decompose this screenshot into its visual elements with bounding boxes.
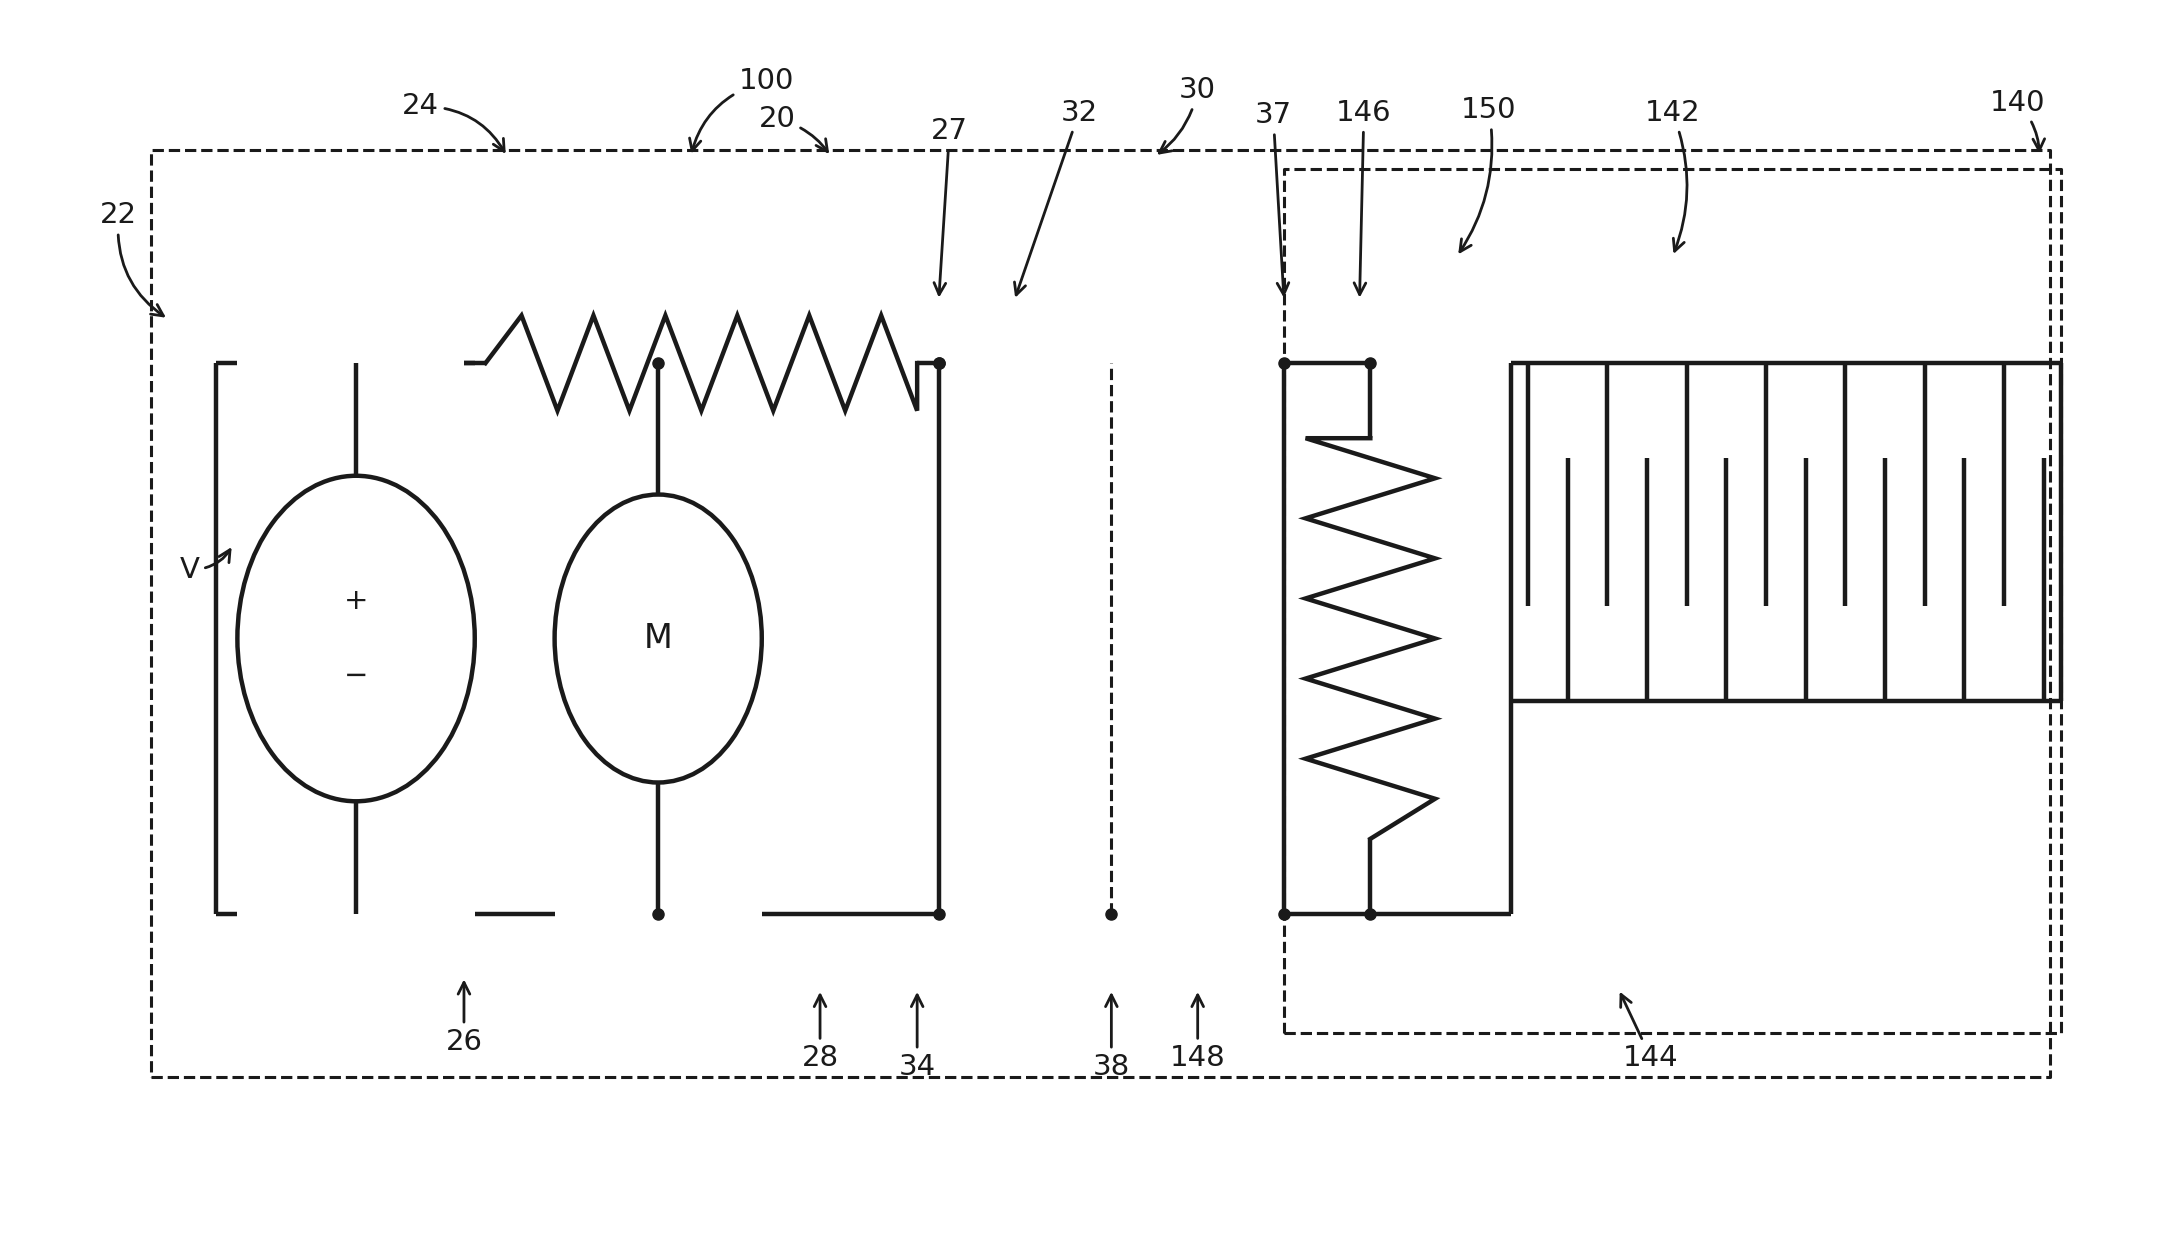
Text: 26: 26 (445, 983, 483, 1055)
Text: 20: 20 (757, 105, 827, 151)
Text: M: M (643, 622, 673, 655)
Text: +: + (343, 587, 369, 615)
Text: 28: 28 (801, 995, 839, 1072)
Text: 27: 27 (930, 118, 969, 294)
Text: 148: 148 (1170, 995, 1226, 1072)
Text: 38: 38 (1092, 995, 1131, 1080)
Text: −: − (343, 662, 369, 690)
Text: 34: 34 (898, 995, 937, 1080)
Text: 144: 144 (1621, 994, 1679, 1072)
Ellipse shape (555, 495, 762, 782)
Text: 32: 32 (1014, 99, 1098, 295)
Ellipse shape (237, 476, 475, 801)
Text: 140: 140 (1990, 89, 2046, 150)
Text: 24: 24 (401, 93, 505, 151)
Text: 142: 142 (1644, 99, 1701, 252)
Text: 150: 150 (1461, 96, 1517, 252)
Text: 22: 22 (99, 202, 164, 316)
Text: 37: 37 (1254, 101, 1293, 294)
Text: 146: 146 (1336, 99, 1392, 294)
Text: V: V (179, 550, 231, 583)
Text: 30: 30 (1159, 76, 1217, 153)
Text: 100: 100 (691, 68, 794, 150)
